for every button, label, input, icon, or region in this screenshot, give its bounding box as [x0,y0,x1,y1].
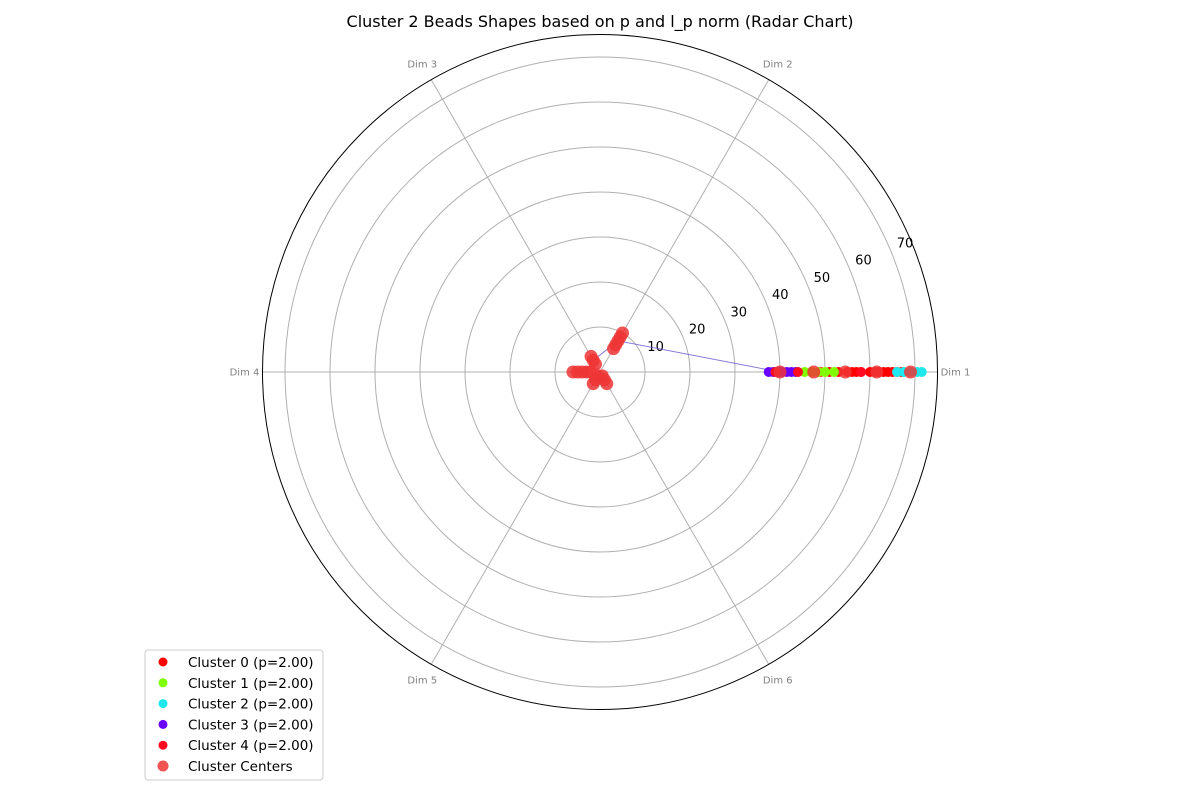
dimension-label-4: Dim 4 [230,368,260,379]
grid-spoke-3 [430,79,601,373]
legend-label-3: Cluster 2 (p=2.00) [188,697,314,713]
cluster-1-point-5 [829,367,839,377]
cluster-center-4 [870,365,884,379]
legend-marker-6 [157,760,169,772]
cluster-center-18 [566,365,580,379]
radial-tick-50: 50 [814,271,831,286]
legend-label-2: Cluster 1 (p=2.00) [188,676,314,692]
legend-marker-3 [158,699,168,709]
grid-spoke-2 [599,79,770,373]
cluster-center-10 [616,326,629,340]
dimension-label-5: Dim 5 [407,675,437,686]
legend-marker-2 [158,678,168,688]
cluster-4-point-2 [793,367,803,377]
cluster-center-1 [773,365,787,379]
legend-marker-1 [158,657,168,667]
legend-box [144,649,324,781]
dimension-label-3: Dim 3 [407,60,437,71]
cluster-center-21 [586,377,600,391]
polar-frame [262,34,938,710]
cluster-center-13 [584,349,598,363]
dimension-labels: Dim 1 Dim 2 Dim 3 Dim 4 Dim 5 Dim 6 [230,60,971,687]
dimension-label-2: Dim 2 [763,60,793,71]
radial-tick-60: 60 [855,254,872,269]
chart-title: Cluster 2 Beads Shapes based on p and l_… [347,12,854,32]
radial-tick-30: 30 [730,305,747,320]
cluster-center-3 [838,365,852,379]
cluster-4-point-3 [856,367,866,377]
legend: Cluster 0 (p=2.00) Cluster 1 (p=2.00) Clus… [144,649,324,781]
cluster-centers [566,326,917,391]
cluster-center-2 [807,365,821,379]
radial-tick-labels: 10 20 30 40 50 60 70 [647,236,913,354]
grid-spoke-5 [430,371,601,665]
dimension-label-1: Dim 1 [941,368,971,379]
cluster-center-5 [904,365,917,379]
dimension-label-6: Dim 6 [763,675,793,686]
legend-label-6: Cluster Centers [188,759,293,775]
legend-label-1: Cluster 0 (p=2.00) [188,655,314,671]
grid-spoke-6 [599,371,770,665]
cluster-1-point-4 [820,367,830,377]
center-link-1 [617,340,781,373]
radial-tick-20: 20 [689,323,706,338]
cluster-center-24 [600,377,614,391]
radial-tick-10: 10 [647,340,664,355]
legend-marker-4 [158,719,168,729]
radial-tick-70: 70 [897,236,914,251]
legend-marker-5 [158,740,168,750]
cluster-2-point-5 [916,367,927,377]
radial-tick-40: 40 [772,288,789,303]
legend-label-4: Cluster 3 (p=2.00) [188,717,314,733]
legend-label-5: Cluster 4 (p=2.00) [188,738,314,754]
